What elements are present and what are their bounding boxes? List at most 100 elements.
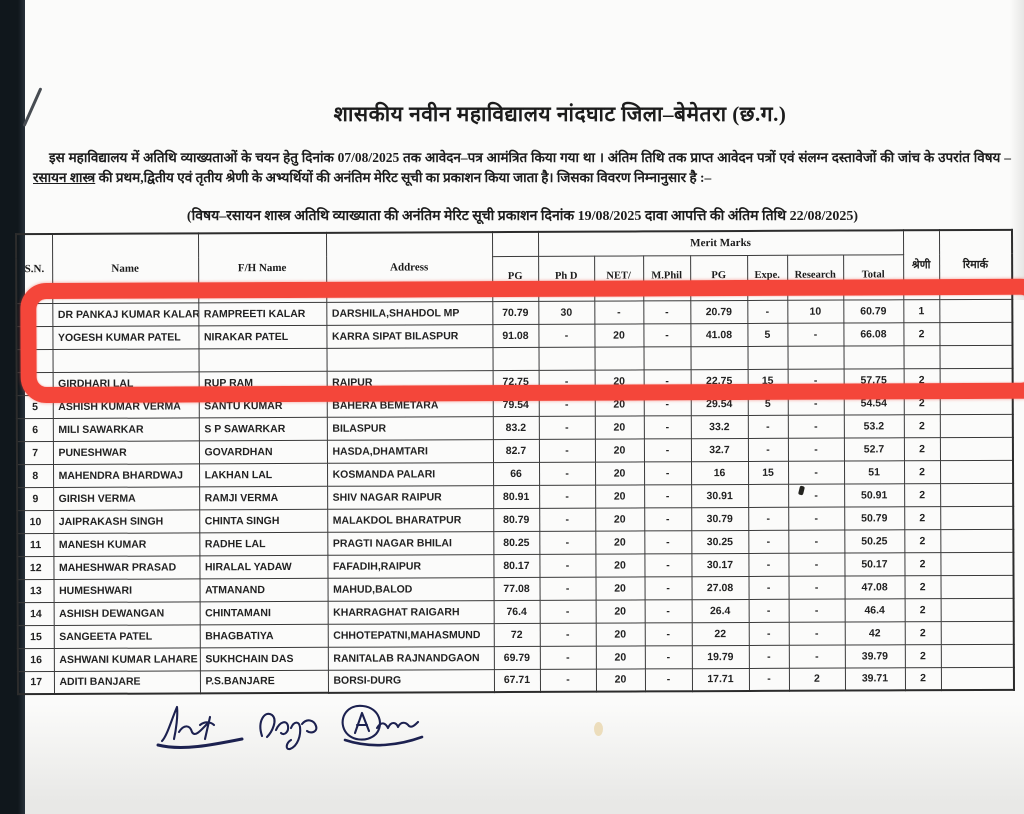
cell-remark	[940, 505, 1014, 530]
cell-pg: 76.4	[493, 599, 540, 624]
cell-fh-name: RADHE LAL	[199, 531, 328, 556]
cell-category: 2	[903, 368, 940, 392]
cell-remark	[939, 298, 1013, 323]
cell-pg: 69.79	[493, 645, 540, 670]
cell-remark	[940, 482, 1014, 507]
cell-address: SHIV NAGAR RAIPUR	[327, 485, 494, 509]
merit-table-wrap: S.N. Name F/H Name Address Merit Marks श…	[14, 228, 1024, 696]
cell-category: 2	[904, 667, 942, 691]
cell-name: MILI SAWARKAR	[52, 417, 199, 442]
cell-pg-marks: 30.91	[691, 483, 749, 508]
cell-address: RANITALAB RAJNANDGAON	[327, 646, 494, 670]
header-name: Name	[52, 233, 199, 304]
intro-text-1: इस महाविद्यालय में अतिथि व्याख्यताओं के …	[49, 150, 1011, 165]
cell-pg-marks: 32.7	[690, 437, 748, 462]
cell-fh-name	[198, 347, 327, 372]
cell-mphil: -	[643, 323, 691, 347]
cell-research: -	[787, 391, 844, 415]
cell-phd: -	[539, 645, 596, 669]
cell-expe: 15	[747, 460, 789, 484]
cell-total: 51	[843, 460, 905, 484]
cell-name: ASHWANI KUMAR LAHARE	[53, 647, 200, 672]
cell-expe: -	[748, 506, 789, 530]
cell-pg: 79.54	[492, 392, 539, 417]
cell-pg: 66	[493, 461, 540, 486]
cell-remark	[940, 459, 1014, 484]
cell-research: -	[787, 368, 844, 392]
cell-phd: -	[538, 461, 596, 485]
cell-phd: -	[538, 369, 595, 393]
cell-address: KHARRAGHAT RAIGARH	[327, 600, 494, 624]
cell-total: 50.91	[844, 483, 905, 507]
cell-total: 39.79	[844, 644, 905, 668]
cell-phd: -	[538, 323, 595, 347]
cell-pg-marks: 30.25	[691, 529, 749, 554]
cell-category: 2	[904, 575, 941, 599]
cell-phd: -	[539, 553, 596, 577]
cell-pg-marks: 17.71	[691, 667, 750, 692]
cell-fh-name: SANTU KUMAR	[198, 393, 327, 418]
cell-total: 50.25	[844, 529, 905, 553]
cell-sn: 10	[17, 510, 54, 534]
cell-category: 2	[904, 460, 941, 484]
cell-expe: -	[748, 667, 790, 691]
cell-expe: -	[748, 644, 789, 668]
cell-fh-name: HIRALAL YADAW	[199, 554, 328, 579]
cell-mphil: -	[643, 415, 691, 439]
cell-mphil: -	[643, 392, 691, 416]
cell-phd: -	[539, 622, 596, 646]
cell-pg: 67.71	[493, 668, 541, 693]
cell-net-set: 20	[594, 369, 644, 393]
header-category: श्रेणी	[903, 230, 940, 300]
cell-remark	[939, 367, 1013, 392]
cell-fh-name: CHINTAMANI	[199, 600, 328, 625]
signature-strokes	[156, 704, 424, 751]
cell-total: 53.2	[843, 414, 904, 438]
cell-name	[52, 348, 199, 373]
scan-edge-band	[0, 0, 25, 814]
intro-paragraph: इस महाविद्यालय में अतिथि व्याख्यताओं के …	[33, 148, 1011, 187]
cell-name: JAIPRAKASH SINGH	[53, 509, 200, 534]
cell-expe: -	[747, 437, 788, 461]
cell-remark	[940, 574, 1014, 599]
subheader-total: Total	[843, 254, 904, 300]
cell-pg-marks: 29.54	[690, 391, 748, 416]
cell-pg: 80.25	[493, 530, 540, 555]
cell-total	[843, 345, 904, 369]
cell-net-set: 20	[595, 599, 645, 623]
subheader-pg-marks: PG	[690, 254, 748, 301]
cell-sn: 6	[16, 418, 53, 442]
cell-research: -	[788, 506, 845, 530]
cell-fh-name: BHAGBATIYA	[199, 623, 328, 648]
cell-category: 2	[904, 529, 941, 553]
cell-remark	[940, 643, 1014, 668]
cell-research: -	[787, 460, 845, 484]
cell-research: 2	[788, 667, 846, 691]
cell-mphil: -	[643, 300, 691, 324]
cell-pg	[492, 346, 539, 371]
cell-net-set: 20	[595, 484, 645, 508]
merit-table: S.N. Name F/H Name Address Merit Marks श…	[14, 228, 1016, 696]
cell-fh-name: RUP RAM	[198, 370, 327, 395]
cell-expe: -	[748, 529, 789, 553]
cell-phd: -	[538, 415, 595, 439]
scan-right-shade	[1010, 0, 1024, 300]
cell-fh-name: RAMPREETI KALAR	[198, 301, 327, 326]
cell-category: 2	[904, 483, 941, 507]
cell-fh-name: CHINTA SINGH	[199, 508, 328, 533]
cell-category: 2	[904, 552, 941, 576]
cell-pg: 72.75	[492, 369, 539, 394]
merit-list-subtitle: (विषय–रसायन शास्त्र अतिथि व्याख्याता की …	[186, 209, 859, 224]
cell-phd: -	[539, 530, 596, 554]
subheader-mphil: M.Phil (15)	[643, 255, 691, 301]
cell-mphil: -	[644, 484, 692, 508]
cell-expe	[747, 345, 788, 369]
cell-category: 1	[903, 299, 940, 323]
cell-phd: -	[538, 438, 595, 462]
cell-sn: 12	[17, 556, 54, 580]
cell-fh-name: RAMJI VERMA	[199, 485, 328, 510]
cell-address: FAFADIH,RAIPUR	[327, 554, 494, 578]
cell-name: HUMESHWARI	[53, 578, 200, 603]
cell-name: YOGESH KUMAR PATEL	[52, 325, 199, 350]
cell-address: CHHOTEPATNI,MAHASMUND	[327, 623, 494, 647]
